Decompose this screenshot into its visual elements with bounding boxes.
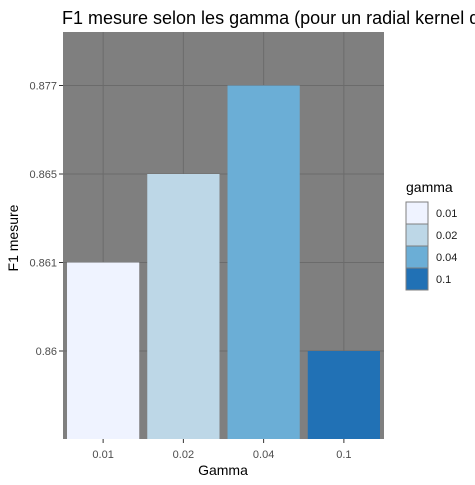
legend-title: gamma — [406, 179, 453, 195]
y-tick-label: 0.877 — [29, 81, 57, 93]
y-tick-label: 0.865 — [29, 169, 57, 181]
y-tick-label: 0.861 — [29, 258, 57, 270]
bar-0.1 — [307, 351, 380, 439]
x-tick-label: 0.04 — [253, 449, 274, 461]
bar-0.02 — [147, 174, 220, 439]
legend-label-0.1: 0.1 — [436, 274, 451, 286]
legend-label-0.01: 0.01 — [436, 208, 457, 220]
bar-0.01 — [67, 262, 140, 439]
legend-swatch-0.1 — [405, 267, 429, 291]
legend: gamma 0.01 0.02 0.04 0.1 — [405, 179, 457, 291]
legend-swatch-0.02 — [405, 223, 429, 247]
bar-0.04 — [227, 85, 300, 439]
x-axis-title: Gamma — [198, 462, 248, 478]
x-tick-label: 0.1 — [336, 449, 351, 461]
axes: 0.86 0.861 0.865 0.877 0.01 0.02 0.04 0.1 — [29, 81, 351, 462]
y-axis-title: F1 mesure — [5, 204, 21, 271]
chart-title: F1 mesure selon les gamma (pour un radia… — [62, 8, 475, 28]
legend-label-0.02: 0.02 — [436, 230, 457, 242]
y-tick-label: 0.86 — [36, 346, 57, 358]
legend-swatch-0.04 — [405, 245, 429, 269]
legend-label-0.04: 0.04 — [436, 252, 457, 264]
x-tick-label: 0.01 — [92, 449, 113, 461]
legend-swatch-0.01 — [405, 201, 429, 225]
bars — [67, 85, 380, 439]
x-tick-label: 0.02 — [173, 449, 194, 461]
